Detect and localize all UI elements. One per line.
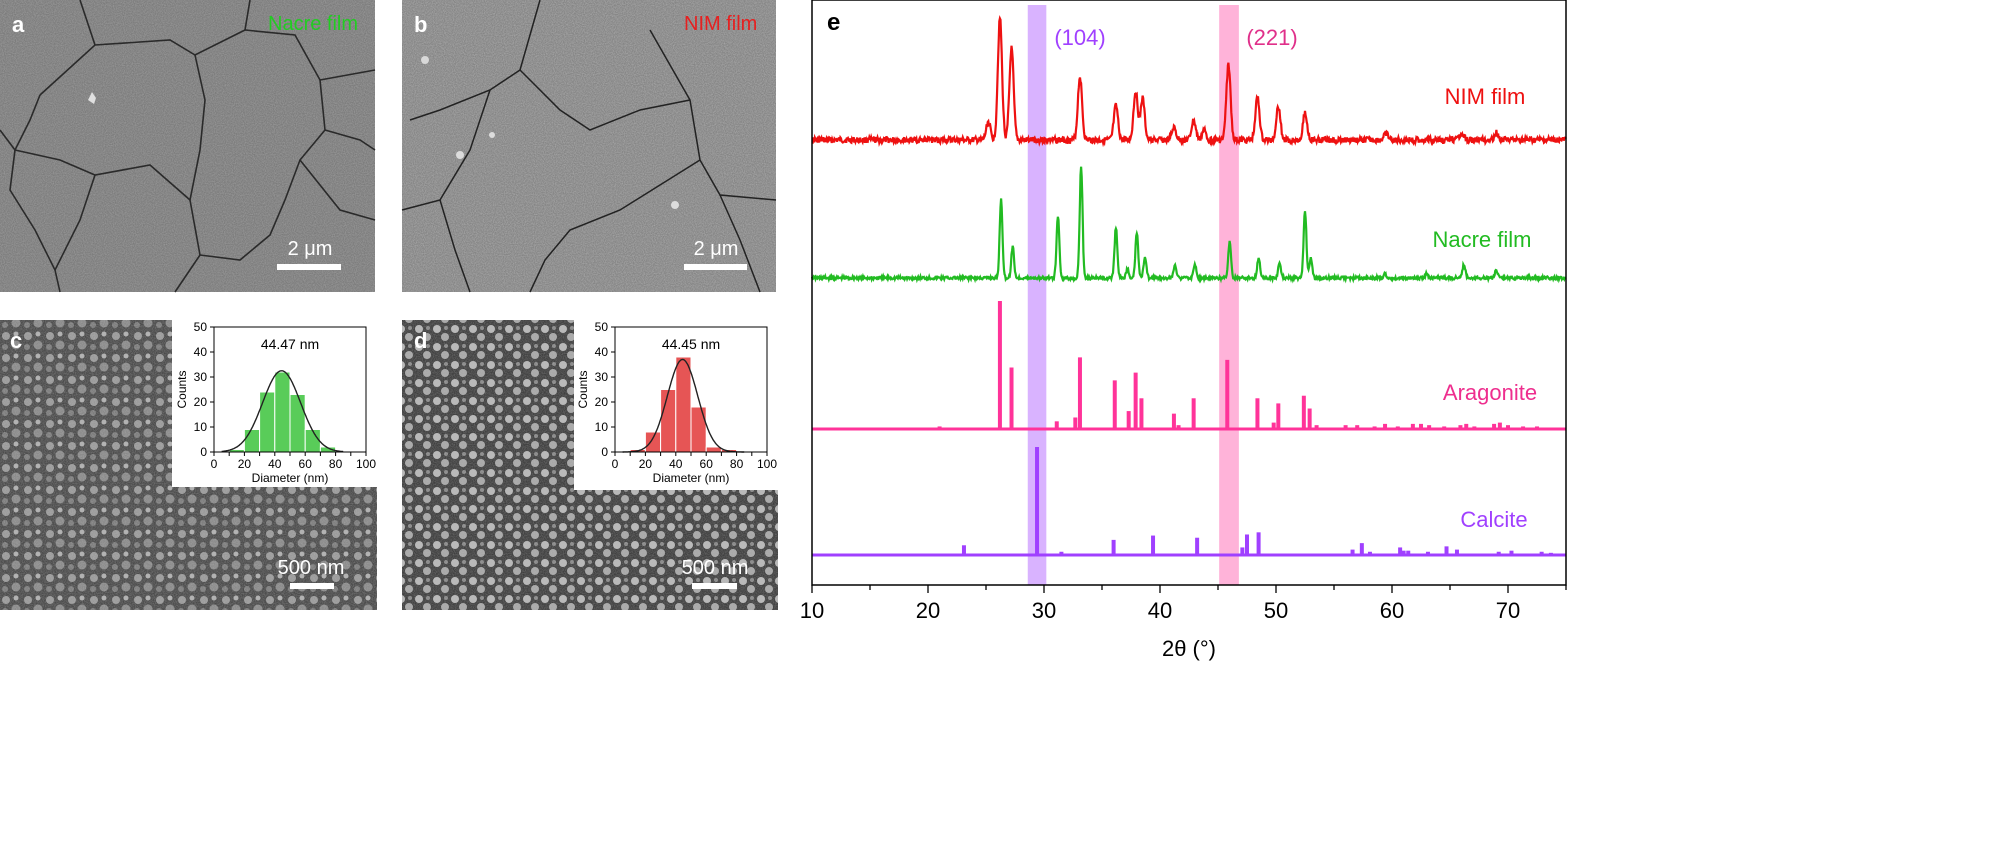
histogram-bar [243,429,261,453]
xrd-trace-nacre-film [810,166,1567,284]
series-label: Nacre film [1432,227,1531,252]
y-tick-label: 10 [595,420,609,434]
scale-bar-label-d: 500 nm [682,557,749,579]
histogram-x-label: Diameter (nm) [252,471,329,485]
x-tick-label: 40 [669,457,683,471]
scale-bar-label-c: 500 nm [278,557,345,579]
scale-bar-d [692,583,737,589]
panel-e: e (104) (221) NIM film Nacre film Aragonite C… [800,0,1567,661]
scale-bar-a [277,264,341,270]
x-tick-label: 100 [356,457,376,471]
scale-bar-label-a: 2 μm [288,238,333,260]
panel-title-a: Nacre film [268,13,358,35]
highlight-label: (104) [1054,25,1105,50]
panel-letter-e: e [827,9,840,36]
scale-bar-label-b: 2 μm [694,238,739,260]
x-tick-label: 70 [1496,598,1520,623]
y-tick-label: 10 [194,420,208,434]
y-tick-label: 30 [194,370,208,384]
panel-b: b NIM film 2 μm [401,0,777,293]
x-tick-label: 50 [1264,598,1288,623]
scale-bar-c [290,583,334,589]
panel-a: a Nacre film 2 μm [0,0,376,293]
histogram-bar [289,394,306,453]
y-tick-label: 30 [595,370,609,384]
y-tick-label: 40 [595,345,609,359]
x-tick-label: 60 [700,457,714,471]
xrd-axes-frame [811,0,1567,586]
x-tick-label: 40 [1148,598,1172,623]
histogram-bar [259,391,276,453]
panel-letter-c: c [10,328,22,353]
histogram-y-label: Counts [576,370,590,408]
x-tick-label: 80 [329,457,343,471]
histogram-y-label: Counts [175,370,189,408]
histogram-bar [304,429,321,453]
x-tick-label: 0 [211,457,218,471]
panel-letter-a: a [12,12,25,37]
gaussian-fit-curve [221,370,344,453]
series-label: NIM film [1445,84,1526,109]
y-tick-label: 40 [194,345,208,359]
x-tick-label: 20 [238,457,252,471]
panel-d: d 500 nm 0 20 40 60 80 100 0 10 20 30 40 50 Diameter… [402,320,778,610]
x-tick-label: 20 [916,598,940,623]
highlight-band [1027,5,1047,585]
gaussian-fit-curve [622,358,745,453]
histogram-x-label: Diameter (nm) [653,471,730,485]
panel-letter-b: b [414,12,427,37]
x-tick-label: 80 [730,457,744,471]
highlight-band [1219,5,1239,585]
highlight-label: (221) [1246,25,1297,50]
histogram-d: 0 20 40 60 80 100 0 10 20 30 40 50 Diameter (nm) Coun… [576,320,777,485]
panel-title-b: NIM film [684,13,757,35]
x-tick-label: 40 [268,457,282,471]
mean-diameter-annotation: 44.47 nm [261,336,319,352]
grain-boundaries-b [401,0,777,293]
histogram-bar [644,431,662,453]
histogram-bar [660,389,677,453]
series-label: Calcite [1460,507,1527,532]
panel-c: c 500 nm 0 20 40 60 80 100 0 10 20 30 40 50 Diameter… [0,320,377,610]
y-tick-label: 0 [200,445,207,459]
scale-bar-b [684,264,747,270]
y-tick-label: 0 [601,445,608,459]
panel-letter-d: d [414,328,427,353]
x-tick-label: 60 [299,457,313,471]
y-tick-label: 50 [194,320,208,334]
series-label: Aragonite [1443,380,1537,405]
x-tick-label: 10 [800,598,824,623]
xrd-x-axis-label: 2θ (°) [1162,636,1216,661]
x-tick-label: 30 [1032,598,1056,623]
xrd-trace-nim-film [811,14,1567,148]
y-tick-label: 20 [595,395,609,409]
mean-diameter-annotation: 44.45 nm [662,336,720,352]
y-tick-label: 50 [595,320,609,334]
x-tick-label: 0 [612,457,619,471]
histogram-bar [675,356,692,453]
x-tick-label: 100 [757,457,777,471]
histogram-bar [690,406,707,453]
y-tick-label: 20 [194,395,208,409]
x-tick-label: 60 [1380,598,1404,623]
grain-boundaries-a [0,0,376,293]
histogram-c: 0 20 40 60 80 100 0 10 20 30 40 50 Diameter (nm) Coun… [175,320,376,485]
xrd-chart: (104) (221) NIM film Nacre film Aragonite Cal… [800,0,1567,661]
histogram-bar [274,371,291,453]
x-tick-label: 20 [639,457,653,471]
